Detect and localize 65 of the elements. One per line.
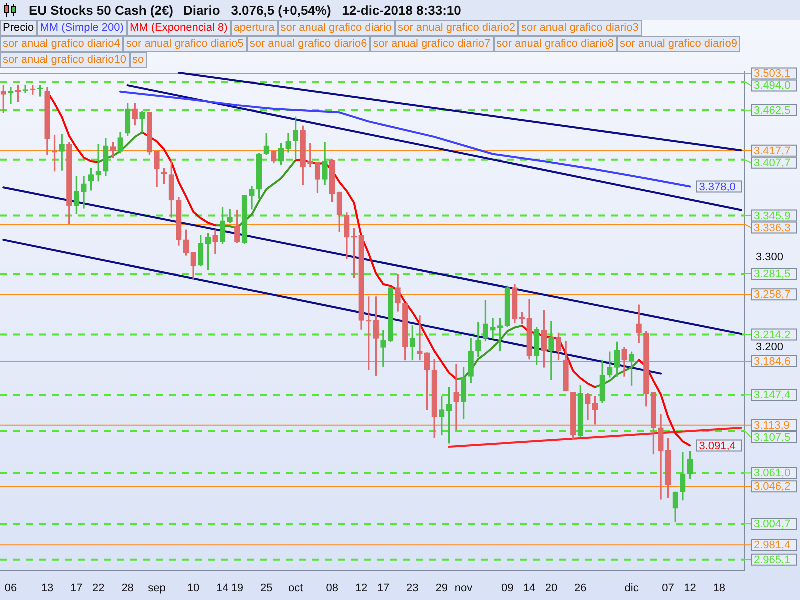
ref-line-label: 3.462,5 xyxy=(754,104,791,117)
text: MM (Exponencial 8) xyxy=(126,20,231,36)
x-tick-label: 23 xyxy=(406,582,419,594)
x-tick-label: 19 xyxy=(231,582,244,594)
x-tick-label: nov xyxy=(454,582,474,594)
x-tick-label: 07 xyxy=(662,582,674,594)
x-tick-label: 18 xyxy=(713,582,726,594)
x-tick-label: 14 xyxy=(523,582,536,594)
ref-line-label: 3.004,7 xyxy=(754,518,791,531)
x-tick-label: 14 xyxy=(216,582,229,594)
ref-line-label: 3.046,2 xyxy=(754,481,791,494)
legend-label: Precio xyxy=(0,20,38,36)
x-tick-label: 17 xyxy=(377,582,390,594)
ref-line-label: 2.981,4 xyxy=(754,540,791,552)
text: apertura xyxy=(230,20,278,36)
x-tick-label: 12 xyxy=(684,582,696,594)
chart-subtitle: Diario 3.076,5 (+0,54%) 12-dic-2018 8:33:10 xyxy=(184,2,462,18)
ref-line-label: 3.147,4 xyxy=(754,390,791,402)
x-tick-label: 13 xyxy=(41,582,54,594)
ref-line-label: 3.061,0 xyxy=(754,468,791,480)
x-tick-label: 10 xyxy=(187,582,200,594)
ref-line-label: 2.965,1 xyxy=(754,554,791,566)
y-tick-label: 3.200 xyxy=(756,342,784,354)
x-tick-label: 06 xyxy=(4,582,18,594)
x-tick-label: 08 xyxy=(326,582,338,594)
x-tick-label: oct xyxy=(288,582,304,594)
ref-line-label: 3.336,3 xyxy=(754,222,791,234)
text: sor anual grafico diario6 xyxy=(246,36,370,52)
text: sor anual grafico diario7 xyxy=(370,36,494,52)
data-label: 3.091,4 xyxy=(699,440,736,452)
ref-line-label: 3.503,1 xyxy=(754,68,791,80)
data-label: 3.378,0 xyxy=(699,181,736,194)
ref-line-label: 3.258,7 xyxy=(754,289,791,302)
y-tick-label: 3.300 xyxy=(756,251,784,264)
ref-line-label: 3.281,5 xyxy=(754,268,791,280)
text: sor anual grafico diario10 xyxy=(0,52,130,68)
text: sor anual grafico diario3 xyxy=(518,20,642,36)
text: sor anual grafico diario xyxy=(278,20,396,36)
x-tick-label: 29 xyxy=(436,582,448,594)
ref-line-label: 3.113,9 xyxy=(754,420,790,432)
text: sor anual grafico diario9 xyxy=(617,36,740,52)
ref-line-label: 3.494,0 xyxy=(754,80,791,92)
ref-line-label: 3.184,6 xyxy=(754,356,791,368)
ref-line-label: 3.345,9 xyxy=(754,210,791,222)
text: sor anual grafico diario8 xyxy=(494,36,618,52)
text: sor anual grafico diario2 xyxy=(395,20,518,36)
x-tick-label: 09 xyxy=(502,582,514,594)
ref-line-label: 3.107,5 xyxy=(754,432,791,444)
x-tick-label: 17 xyxy=(70,582,83,594)
text: sor anual grafico diario4 xyxy=(0,36,124,52)
ref-line-label: 3.214,2 xyxy=(754,329,791,342)
x-tick-label: 26 xyxy=(574,582,587,594)
text: MM (Simple 200) xyxy=(37,20,127,36)
x-tick-label: 28 xyxy=(122,582,134,594)
x-tick-label: 25 xyxy=(260,582,273,594)
x-tick-label: 20 xyxy=(545,582,558,594)
text: sor anual grafico diario5 xyxy=(123,36,247,52)
x-tick-label: 12 xyxy=(355,582,368,594)
text: so xyxy=(130,52,148,68)
x-tick-label: dic xyxy=(624,582,640,594)
ref-line-label: 3.407,7 xyxy=(754,157,791,170)
ref-line-label: 3.417,7 xyxy=(754,145,791,158)
x-tick-label: sep xyxy=(148,582,166,594)
chart-title: EU Stocks 50 Cash (2€) xyxy=(29,2,174,18)
x-tick-label: 22 xyxy=(92,582,105,594)
